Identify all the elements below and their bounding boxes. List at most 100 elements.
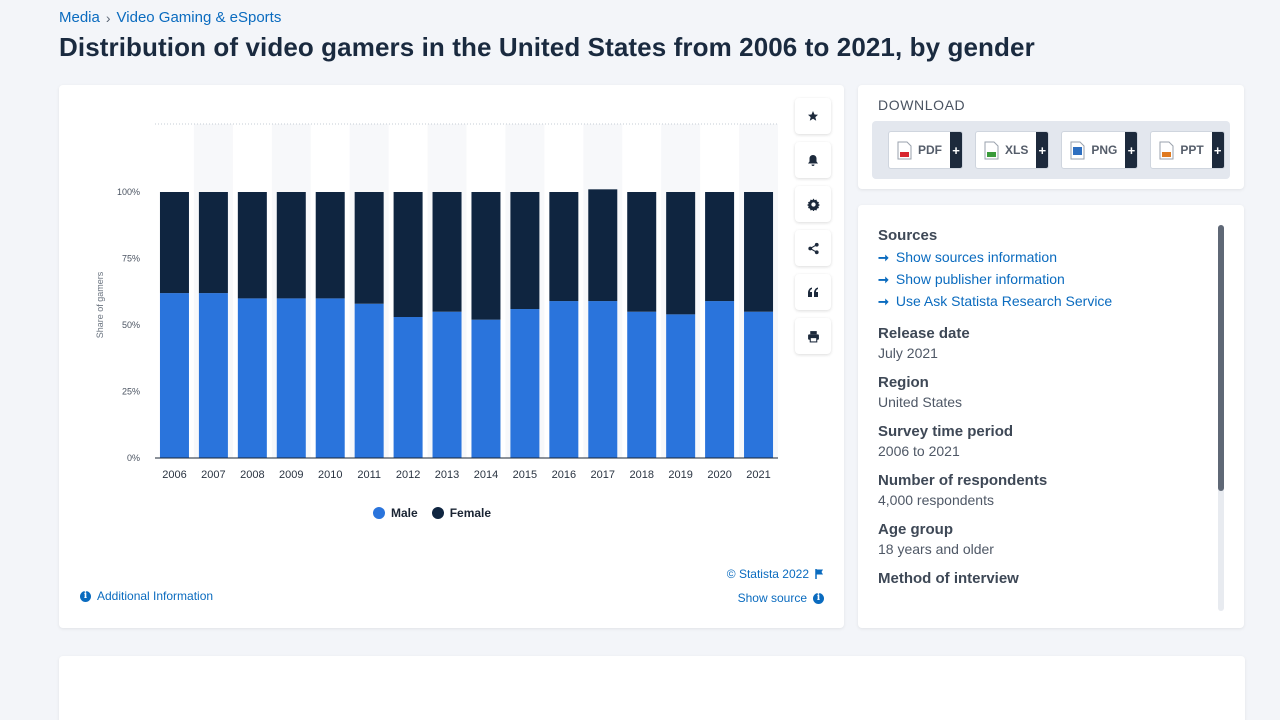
legend-item-female[interactable]: Female [431, 506, 492, 520]
bar-female-2020 [705, 192, 735, 302]
bar-male-2018 [627, 311, 657, 458]
x-tick-label: 2016 [552, 469, 576, 481]
bar-male-2013 [432, 311, 462, 458]
legend-label-female: Female [449, 506, 492, 520]
bar-female-2015 [510, 192, 540, 310]
gear-icon [806, 198, 820, 211]
show-sources-link[interactable]: ➞ Show sources information [878, 247, 1218, 268]
pdf-file-icon [897, 141, 912, 160]
share-icon [807, 242, 819, 254]
respondents-label: Number of respondents [878, 472, 1048, 489]
bar-male-2012 [393, 317, 423, 458]
additional-information-link[interactable]: i Additional Information [80, 589, 213, 603]
statista-copyright[interactable]: © Statista 2022 [727, 567, 824, 581]
show-publisher-link[interactable]: ➞ Show publisher information [878, 269, 1218, 290]
show-sources-text: Show sources information [895, 249, 1057, 265]
show-source-link[interactable]: Show source i [738, 591, 824, 605]
breadcrumb-link-video-gaming[interactable]: Video Gaming & eSports [116, 9, 282, 26]
stacked-bar-chart: 0% 25% 50% 75% 100% Share of gamers 2006 2007 20… [95, 123, 778, 481]
bottom-content-card [59, 656, 1245, 720]
x-tick-label: 2009 [279, 469, 303, 481]
legend-swatch-female [431, 507, 444, 519]
bar-male-2021 [744, 311, 774, 458]
download-ppt-label: PPT [1180, 143, 1204, 157]
arrow-right-icon: ➞ [878, 272, 889, 287]
copyright-text: © Statista 2022 [726, 567, 809, 581]
star-icon [808, 111, 818, 121]
bar-male-2020 [705, 301, 735, 458]
cite-button[interactable] [795, 274, 831, 310]
info-icon: i [813, 592, 824, 604]
ppt-file-icon [1159, 141, 1174, 160]
breadcrumb: Media › Video Gaming & eSports [59, 9, 281, 26]
bar-male-2015 [510, 309, 540, 458]
notification-button[interactable] [795, 142, 831, 178]
details-scrollbar[interactable] [1218, 225, 1224, 611]
x-tick-label: 2012 [396, 469, 420, 481]
favorite-button[interactable] [795, 98, 831, 134]
bar-male-2014 [471, 319, 501, 458]
legend-item-male[interactable]: Male [373, 506, 418, 520]
bar-male-2008 [237, 298, 267, 458]
download-xls-button[interactable]: XLS + [975, 131, 1050, 169]
x-tick-label: 2007 [201, 469, 225, 481]
y-tick-label: 75% [122, 254, 140, 264]
bar-male-2009 [276, 298, 306, 458]
x-tick-label: 2017 [591, 469, 615, 481]
x-tick-label: 2019 [668, 469, 692, 481]
x-tick-label: 2010 [318, 469, 342, 481]
legend-label-male: Male [391, 506, 418, 520]
download-pdf-button[interactable]: PDF + [888, 131, 963, 169]
plus-icon: + [1036, 132, 1049, 168]
region-value: United States [878, 394, 963, 410]
plus-icon: + [950, 132, 962, 168]
chart-legend: Male Female [373, 506, 491, 520]
survey-period-section: Survey time period 2006 to 2021 [878, 423, 1218, 459]
plus-icon: + [1125, 132, 1138, 168]
release-date-value: July 2021 [878, 345, 938, 361]
age-group-value: 18 years and older [878, 541, 994, 557]
x-tick-label: 2011 [357, 469, 381, 481]
bar-male-2006 [159, 293, 189, 458]
region-section: Region United States [878, 374, 1218, 410]
respondents-section: Number of respondents 4,000 respondents [878, 472, 1218, 508]
sources-section: Sources ➞ Show sources information ➞ Show … [878, 227, 1218, 312]
bar-male-2011 [354, 303, 384, 458]
png-file-icon [1070, 141, 1085, 160]
scrollbar-thumb[interactable] [1218, 225, 1224, 491]
bar-female-2006 [159, 192, 189, 294]
bar-female-2007 [198, 192, 228, 294]
bar-female-2011 [354, 192, 384, 304]
print-icon [807, 330, 819, 342]
bar-male-2010 [315, 298, 345, 458]
share-button[interactable] [795, 230, 831, 266]
y-tick-label: 0% [127, 453, 140, 463]
download-png-button[interactable]: PNG + [1061, 131, 1139, 169]
xls-file-icon [984, 141, 999, 160]
y-axis-title: Share of gamers [95, 271, 105, 338]
download-png-label: PNG [1091, 143, 1118, 157]
ask-statista-link[interactable]: ➞ Use Ask Statista Research Service [878, 291, 1218, 312]
breadcrumb-link-media[interactable]: Media [59, 9, 100, 26]
method-label: Method of interview [878, 570, 1019, 587]
y-tick-label: 25% [122, 387, 140, 397]
age-group-label: Age group [878, 521, 953, 538]
settings-button[interactable] [795, 186, 831, 222]
y-tick-label: 100% [117, 187, 140, 197]
statistic-details-card: Sources ➞ Show sources information ➞ Show … [858, 205, 1244, 628]
x-tick-label: 2020 [707, 469, 731, 481]
bar-female-2019 [666, 192, 696, 315]
x-tick-label: 2014 [474, 469, 498, 481]
age-group-section: Age group 18 years and older [878, 521, 1218, 557]
chart-card: 0% 25% 50% 75% 100% Share of gamers 2006 2007 20… [59, 85, 844, 628]
respondents-value: 4,000 respondents [878, 492, 994, 508]
survey-period-label: Survey time period [878, 423, 1014, 440]
survey-period-value: 2006 to 2021 [878, 443, 960, 459]
bar-female-2016 [549, 192, 579, 302]
download-ppt-button[interactable]: PPT + [1150, 131, 1225, 169]
info-icon: i [80, 590, 91, 602]
x-tick-label: 2008 [240, 469, 264, 481]
print-button[interactable] [795, 318, 831, 354]
bar-male-2016 [549, 301, 579, 458]
details-list: Sources ➞ Show sources information ➞ Show … [878, 227, 1218, 600]
